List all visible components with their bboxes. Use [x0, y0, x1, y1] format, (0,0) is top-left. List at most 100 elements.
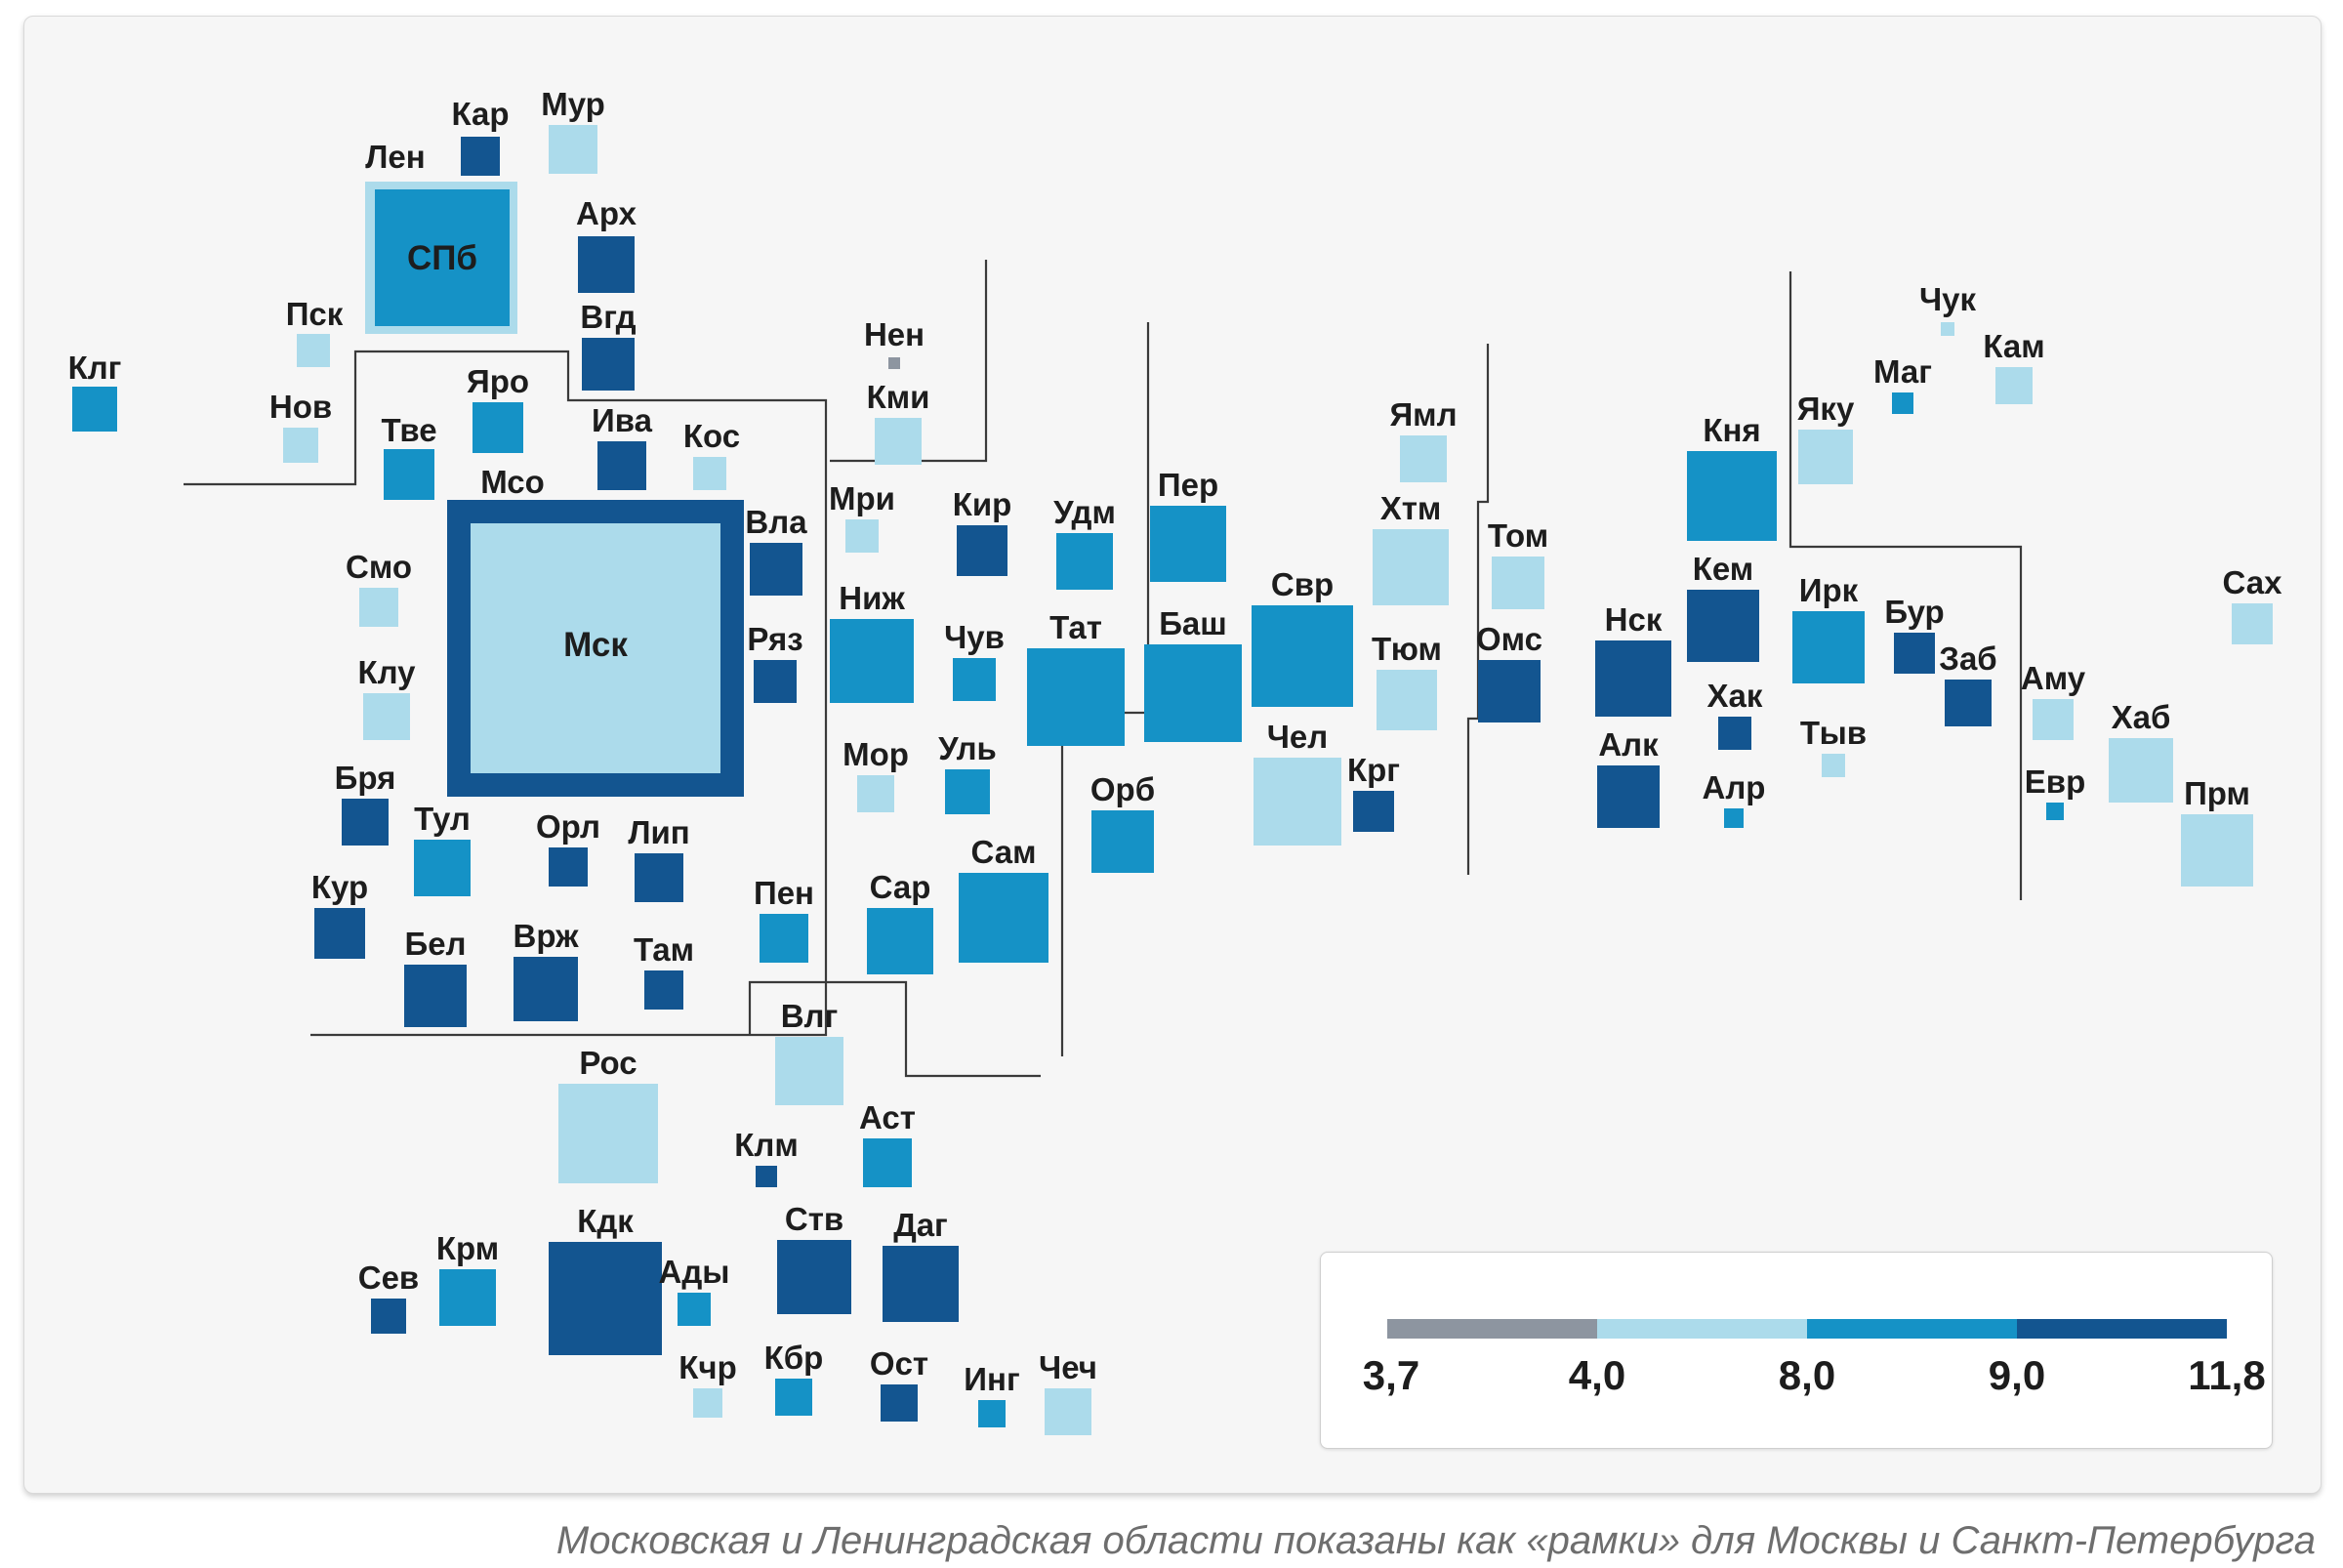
- region-label: Ады: [659, 1254, 730, 1290]
- region-tile: [314, 908, 365, 959]
- region-tile: [473, 402, 523, 453]
- region-Евр: Евр: [2025, 763, 2085, 820]
- region-Инг: Инг: [964, 1361, 1020, 1427]
- district-boundary-line: [748, 980, 1041, 1078]
- legend-tick-label: 11,8: [2188, 1352, 2265, 1398]
- region-label: Алк: [1598, 726, 1659, 763]
- region-Кир: Кир: [953, 486, 1011, 576]
- region-Хак: Хак: [1707, 678, 1763, 750]
- region-label: Аст: [859, 1099, 916, 1135]
- region-Свр: Свр: [1252, 566, 1353, 707]
- region-Мур: Мур: [541, 86, 605, 174]
- region-Вгд: Вгд: [580, 299, 637, 391]
- region-Ямл: Ямл: [1389, 396, 1458, 482]
- region-tile: [471, 523, 720, 773]
- region-tile: [775, 1379, 812, 1416]
- region-Лип: Лип: [628, 814, 690, 902]
- region-tile: [845, 519, 879, 553]
- region-label: Ямл: [1389, 396, 1457, 433]
- region-label: Омс: [1476, 621, 1542, 657]
- region-tile: [558, 1084, 658, 1183]
- region-tile: [1687, 590, 1759, 662]
- region-label: Там: [634, 931, 694, 968]
- region-Орл: Орл: [536, 808, 600, 887]
- region-Бел: Бел: [404, 926, 467, 1027]
- region-label: Вгд: [580, 299, 636, 335]
- region-tile: [1091, 810, 1154, 873]
- region-Тат: Тат: [1027, 609, 1125, 746]
- region-tile: [881, 1384, 918, 1422]
- region-label: Прм: [2184, 775, 2250, 811]
- region-Кур: Кур: [311, 869, 368, 959]
- region-tile: [750, 543, 802, 596]
- region-label: Нен: [864, 316, 925, 352]
- region-tile: [1478, 660, 1541, 722]
- region-tile: [1687, 451, 1777, 541]
- region-Нск: Нск: [1595, 601, 1671, 717]
- region-Хтм: Хтм: [1373, 490, 1449, 605]
- region-label: Пск: [286, 296, 344, 332]
- region-tile: [597, 441, 646, 490]
- region-label: Кем: [1693, 551, 1753, 587]
- region-Рос: Рос: [558, 1045, 658, 1183]
- region-label: Ниж: [839, 580, 905, 616]
- region-Тюм: Тюм: [1372, 631, 1442, 730]
- region-Тул: Тул: [414, 801, 471, 896]
- region-tile: [371, 1299, 406, 1334]
- region-label: Кбр: [764, 1340, 824, 1376]
- region-label: Врж: [514, 918, 580, 954]
- legend-tick-label: 4,0: [1569, 1352, 1625, 1398]
- region-Пен: Пен: [754, 875, 814, 963]
- region-tile: [1027, 648, 1125, 746]
- region-Смо: Смо: [346, 549, 412, 627]
- region-Нен: Нен: [864, 316, 925, 369]
- region-Орб: Орб: [1090, 771, 1155, 873]
- region-label: Клм: [734, 1127, 799, 1163]
- region-label: Пер: [1158, 467, 1218, 503]
- region-label: Кур: [311, 869, 368, 905]
- region-Пск: Пск: [286, 296, 344, 367]
- region-label: Мри: [829, 480, 895, 516]
- region-Хаб: Хаб: [2109, 699, 2173, 803]
- region-label: Клг: [68, 350, 122, 386]
- region-label: Инг: [964, 1361, 1019, 1397]
- region-label: Орл: [536, 808, 600, 845]
- region-label: Заб: [1939, 640, 1996, 677]
- region-tile: [875, 418, 922, 465]
- region-tile: [1597, 765, 1660, 828]
- region-label: Бел: [404, 926, 466, 962]
- region-label: Кар: [451, 96, 509, 132]
- region-tile: [1377, 670, 1437, 730]
- region-Алк: Алк: [1597, 726, 1660, 828]
- region-Крг: Крг: [1347, 752, 1400, 832]
- region-Там: Там: [634, 931, 694, 1010]
- region-label: Уль: [938, 730, 997, 766]
- region-Нов: Нов: [269, 389, 332, 463]
- region-label: Смо: [346, 549, 412, 585]
- region-label: Влг: [781, 998, 839, 1034]
- region-label: Чув: [944, 619, 1005, 655]
- region-label: Тыв: [1800, 715, 1867, 751]
- region-label: Орб: [1090, 771, 1155, 807]
- region-Омс: Омс: [1476, 621, 1542, 722]
- district-boundary-line: [1466, 344, 1490, 875]
- region-tile: [404, 965, 467, 1027]
- region-Кня: Кня: [1687, 412, 1777, 541]
- region-label: Хаб: [2112, 699, 2171, 735]
- region-label: Клу: [357, 654, 416, 690]
- legend-tick-label: 9,0: [1989, 1352, 2045, 1398]
- region-tile: [888, 357, 900, 369]
- region-label: Арх: [576, 195, 637, 231]
- region-Врж: Врж: [514, 918, 580, 1021]
- region-Заб: Заб: [1939, 640, 1997, 726]
- region-label: Лип: [628, 814, 689, 850]
- region-Яро: Яро: [467, 363, 529, 453]
- region-label: Свр: [1271, 566, 1334, 602]
- region-label: Вла: [745, 504, 807, 540]
- region-Сар: Сар: [867, 869, 933, 974]
- region-Чел: Чел: [1254, 719, 1341, 846]
- region-Мри: Мри: [829, 480, 895, 553]
- legend-bin: [1597, 1319, 1807, 1339]
- region-Прм: Прм: [2181, 775, 2253, 887]
